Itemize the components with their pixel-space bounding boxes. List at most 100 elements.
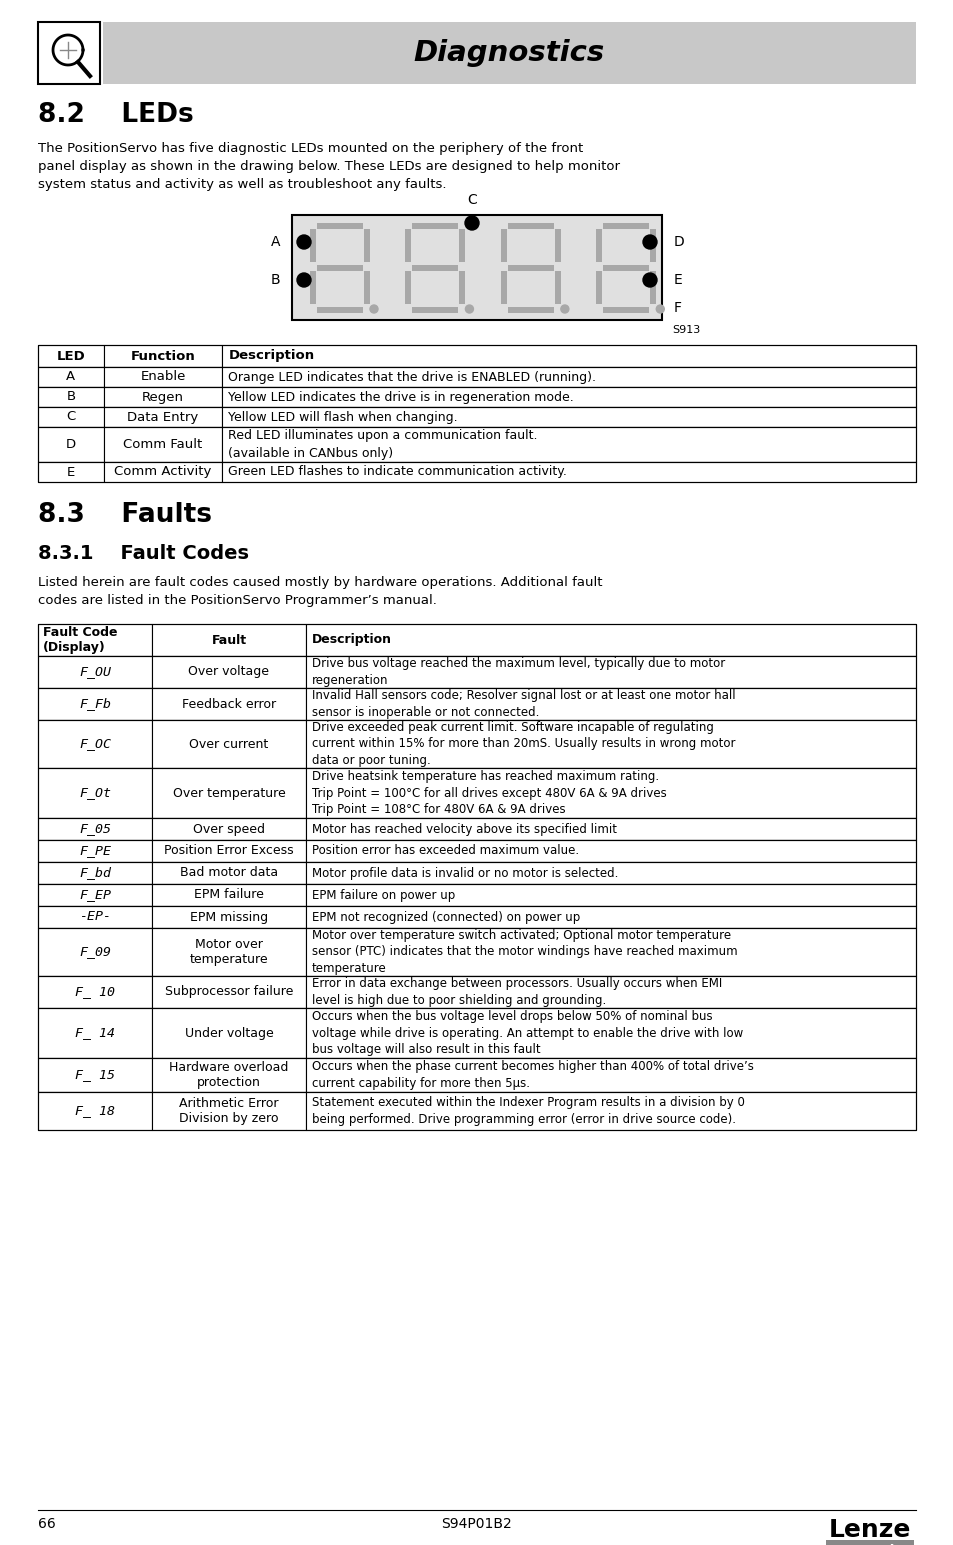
Bar <box>500 270 506 304</box>
Text: 8.2    LEDs: 8.2 LEDs <box>38 102 193 128</box>
Text: E: E <box>673 273 682 287</box>
Bar <box>38 406 104 426</box>
Text: Motor profile data is invalid or no motor is selected.: Motor profile data is invalid or no moto… <box>312 867 618 879</box>
Bar <box>38 862 915 884</box>
Bar <box>152 976 306 1007</box>
Text: EPM not recognized (connected) on power up: EPM not recognized (connected) on power … <box>312 910 579 924</box>
Text: Occurs when the bus voltage level drops below 50% of nominal bus
voltage while d: Occurs when the bus voltage level drops … <box>312 1010 742 1055</box>
Bar <box>152 1007 306 1058</box>
Bar <box>38 976 915 1007</box>
Bar <box>222 426 915 462</box>
Text: Green LED flashes to indicate communication activity.: Green LED flashes to indicate communicat… <box>228 465 567 479</box>
Text: Motor has reached velocity above its specified limit: Motor has reached velocity above its spe… <box>312 822 617 836</box>
Bar <box>38 368 915 386</box>
Bar <box>38 1092 152 1129</box>
Bar <box>306 688 915 720</box>
Bar <box>38 368 104 386</box>
Bar <box>152 905 306 929</box>
Text: C: C <box>467 193 476 207</box>
Text: F_OC: F_OC <box>79 737 111 751</box>
Circle shape <box>296 273 311 287</box>
Text: Fault Code
(Display): Fault Code (Display) <box>43 626 117 655</box>
Bar <box>38 817 915 840</box>
Bar <box>405 229 411 263</box>
Text: Occurs when the phase current becomes higher than 400% of total drive’s
current : Occurs when the phase current becomes hi… <box>312 1060 753 1089</box>
Bar <box>38 345 104 368</box>
Text: Drive heatsink temperature has reached maximum rating.
Trip Point = 100°C for al: Drive heatsink temperature has reached m… <box>312 769 666 816</box>
Bar <box>104 406 222 426</box>
Text: F_ 14: F_ 14 <box>75 1026 115 1040</box>
Bar <box>306 1058 915 1092</box>
Bar <box>306 976 915 1007</box>
Text: Lenze: Lenze <box>828 1519 910 1542</box>
Bar <box>38 905 915 929</box>
Text: Hardware overload
protection: Hardware overload protection <box>169 1061 289 1089</box>
Bar <box>38 1058 915 1092</box>
Bar <box>38 624 915 657</box>
Text: S913: S913 <box>671 324 700 335</box>
Bar <box>38 426 915 462</box>
Text: S94P01B2: S94P01B2 <box>441 1517 512 1531</box>
Text: The PositionServo has five diagnostic LEDs mounted on the periphery of the front: The PositionServo has five diagnostic LE… <box>38 142 619 192</box>
Bar <box>152 624 306 657</box>
Text: LED: LED <box>56 349 85 363</box>
Bar <box>103 22 915 83</box>
Bar <box>38 862 152 884</box>
Bar <box>306 862 915 884</box>
Bar <box>412 307 458 314</box>
Bar <box>38 840 915 862</box>
Text: 8.3    Faults: 8.3 Faults <box>38 502 212 528</box>
Text: Description: Description <box>312 633 392 646</box>
Text: F_ 15: F_ 15 <box>75 1069 115 1081</box>
Bar <box>38 1092 915 1129</box>
Bar <box>152 884 306 905</box>
Bar <box>222 368 915 386</box>
Text: Description: Description <box>228 349 314 363</box>
Bar <box>38 840 152 862</box>
Text: EPM missing: EPM missing <box>190 910 268 924</box>
Bar <box>316 222 363 229</box>
Text: Bad motor data: Bad motor data <box>180 867 277 879</box>
Text: F: F <box>673 301 681 315</box>
Bar <box>38 905 152 929</box>
Bar <box>38 426 104 462</box>
Text: A: A <box>271 235 280 249</box>
Bar <box>38 1007 915 1058</box>
Text: Over temperature: Over temperature <box>172 786 285 799</box>
Bar <box>306 905 915 929</box>
Text: Over speed: Over speed <box>193 822 265 836</box>
Bar <box>507 307 554 314</box>
Bar <box>500 229 506 263</box>
Bar <box>38 386 915 406</box>
Bar <box>306 840 915 862</box>
Bar <box>38 657 915 688</box>
Circle shape <box>296 235 311 249</box>
Text: F_PE: F_PE <box>79 845 111 857</box>
Text: Drive exceeded peak current limit. Software incapable of regulating
current with: Drive exceeded peak current limit. Softw… <box>312 722 735 766</box>
Bar <box>152 768 306 817</box>
Bar <box>38 929 915 976</box>
Bar <box>38 345 915 368</box>
Bar <box>152 929 306 976</box>
Text: B: B <box>270 273 280 287</box>
Bar <box>602 222 649 229</box>
Bar <box>292 215 661 320</box>
Bar <box>306 720 915 768</box>
Bar <box>306 817 915 840</box>
Bar <box>412 266 458 270</box>
Bar <box>364 229 370 263</box>
Bar <box>152 688 306 720</box>
Text: Enable: Enable <box>140 371 186 383</box>
Bar <box>650 270 656 304</box>
Bar <box>152 720 306 768</box>
Bar <box>104 368 222 386</box>
Text: Subprocessor failure: Subprocessor failure <box>165 986 293 998</box>
Bar <box>459 270 465 304</box>
Text: Over current: Over current <box>189 737 269 751</box>
Bar <box>507 266 554 270</box>
Bar <box>596 229 601 263</box>
Text: E: E <box>67 465 75 479</box>
Bar <box>306 1092 915 1129</box>
Bar <box>38 386 104 406</box>
Bar <box>555 229 560 263</box>
